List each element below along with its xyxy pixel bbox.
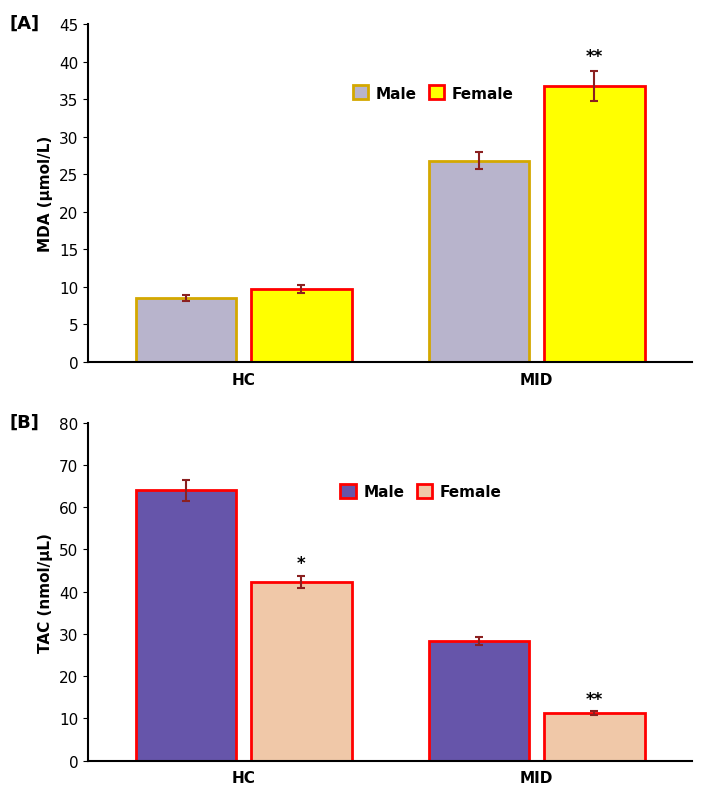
Bar (135, 491, 236, 760)
Y-axis label: MDA (μmol/L): MDA (μmol/L) (38, 136, 53, 252)
Legend: Male, Female: Male, Female (337, 481, 505, 503)
Bar (544, 714, 644, 760)
Text: *: * (297, 555, 306, 573)
Bar (251, 582, 352, 760)
Text: **: ** (586, 47, 603, 66)
Bar (251, 290, 352, 363)
Text: **: ** (586, 690, 603, 708)
Bar (429, 642, 530, 760)
Legend: Male, Female: Male, Female (350, 83, 517, 104)
Bar (429, 161, 530, 363)
Bar (544, 87, 644, 363)
Text: [B]: [B] (9, 413, 40, 431)
Y-axis label: TAC (nmol/μL): TAC (nmol/μL) (38, 532, 53, 652)
Bar (135, 298, 236, 363)
Text: [A]: [A] (9, 15, 40, 33)
